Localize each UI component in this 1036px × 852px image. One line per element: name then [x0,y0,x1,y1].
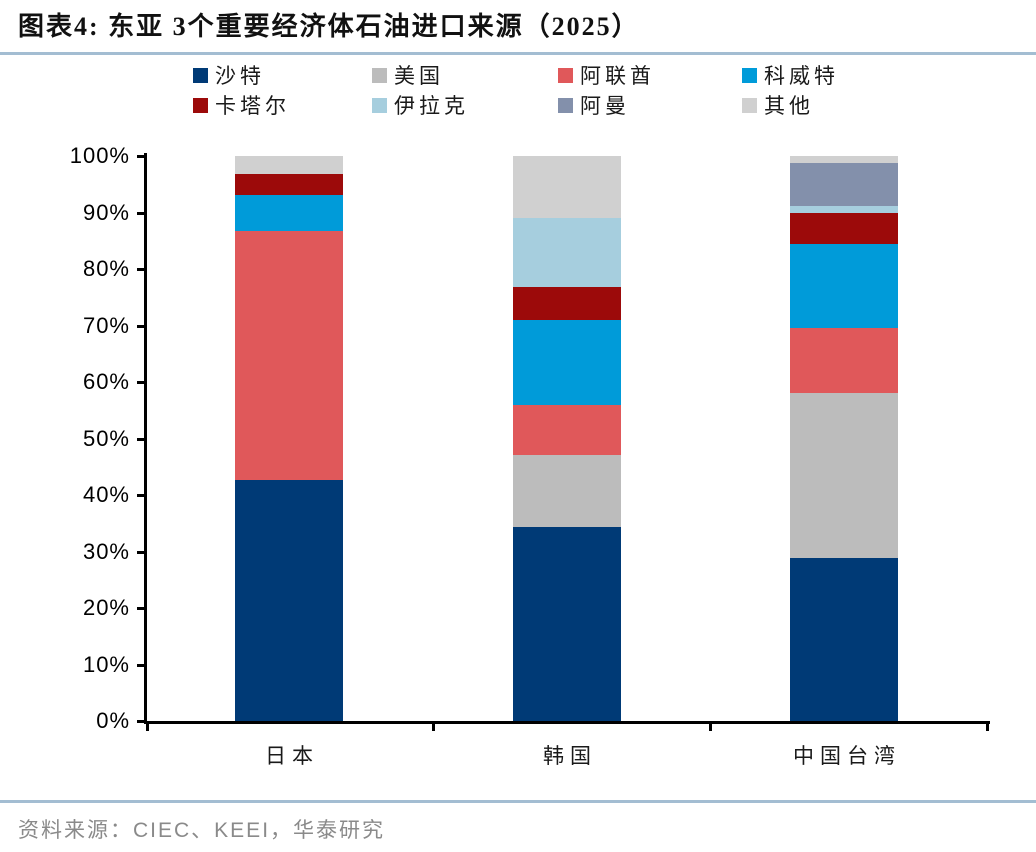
legend-item: 伊拉克 [372,92,469,118]
stacked-bar [790,156,898,721]
y-tick [137,663,147,667]
legend-item: 其他 [742,92,814,118]
legend-swatch [742,97,757,113]
bar-segment [513,319,621,406]
bar-segment [235,174,343,195]
y-tick-label: 20% [82,595,130,620]
bar-segment [513,527,621,721]
x-tick [986,721,989,731]
bar-segment [790,327,898,393]
title-divider [0,52,1036,55]
bar-segment [790,156,898,163]
x-tick-label: 日本 [265,744,319,768]
bar-segment [235,230,343,480]
x-tick [709,721,712,731]
y-tick-label: 40% [82,482,130,507]
legend-item: 科威特 [742,62,839,88]
x-tick-label: 中国台湾 [793,744,901,768]
legend-item: 卡塔尔 [193,92,290,118]
bar-segment [513,455,621,528]
y-tick-label: 80% [82,256,130,281]
bar-segment [790,244,898,328]
legend-label: 卡塔尔 [215,94,290,118]
legend-item: 美国 [372,62,444,88]
legend-label: 伊拉克 [394,94,469,118]
legend-label: 美国 [394,64,444,88]
legend-item: 沙特 [193,62,265,88]
legend-swatch [372,97,387,113]
legend-label: 阿联酋 [580,64,655,88]
bar-segment [790,212,898,245]
y-axis-line [144,153,147,724]
y-tick-label: 70% [82,312,130,338]
y-tick-label: 50% [82,425,130,451]
y-tick [137,211,147,215]
bar-segment [235,156,343,175]
bar-segment [790,205,898,213]
y-tick [137,550,147,554]
x-axis-line [144,721,990,724]
bar-segment [513,286,621,320]
stacked-bar [235,156,343,721]
legend-label: 其他 [764,94,814,118]
stacked-bar [513,156,621,721]
y-tick [137,268,147,271]
y-tick [137,607,147,610]
bar-segment [235,195,343,231]
bar-segment [790,558,898,721]
legend-label: 科威特 [764,64,839,88]
legend-swatch [372,67,387,83]
bar-segment [513,156,621,218]
legend-label: 沙特 [215,64,265,88]
y-tick-label: 60% [82,369,130,394]
source-divider [0,800,1036,803]
bar-segment [513,405,621,456]
legend-swatch [742,67,757,83]
y-tick [137,155,147,158]
legend-swatch [193,67,208,83]
legend-item: 阿联酋 [558,62,655,88]
y-tick [137,324,147,328]
page-title: 图表4: 东亚 3个重要经济体石油进口来源（2025） [18,12,640,41]
x-tick [432,721,435,731]
legend-swatch [558,97,573,113]
legend-swatch [193,97,208,113]
y-tick [137,720,147,723]
legend-item: 阿曼 [558,92,630,118]
y-tick-label: 10% [82,651,130,677]
y-tick [137,437,147,441]
x-tick [146,721,149,731]
bar-segment [235,479,343,721]
y-tick-label: 90% [82,199,130,225]
source-note: 资料来源：CIEC、KEEI，华泰研究 [18,819,386,842]
x-tick-label: 韩国 [543,744,597,768]
bar-segment [790,392,898,559]
legend-swatch [558,67,573,83]
y-tick [137,494,147,497]
y-tick [137,381,147,384]
bar-segment [513,217,621,287]
legend-label: 阿曼 [580,94,630,118]
y-tick-label: 30% [82,538,130,564]
y-tick-label: 0% [96,708,130,733]
bar-segment [790,162,898,206]
y-tick-label: 100% [69,143,130,168]
